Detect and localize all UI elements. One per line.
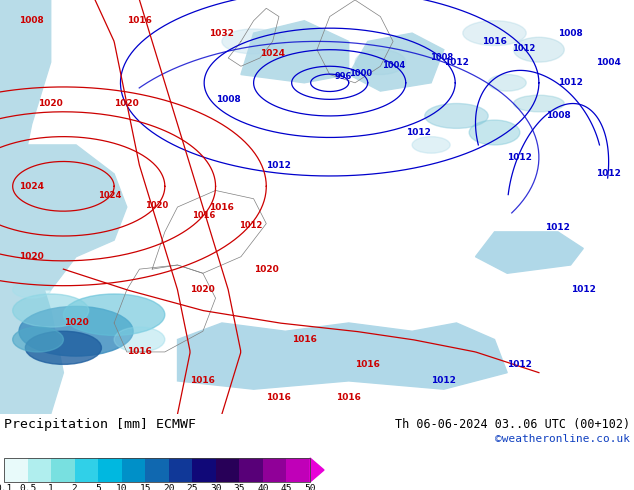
Bar: [75, 458, 98, 482]
Ellipse shape: [514, 95, 564, 112]
Text: 1012: 1012: [238, 220, 262, 229]
Text: 1012: 1012: [431, 376, 456, 386]
Text: 1000: 1000: [349, 69, 372, 77]
Text: 1024: 1024: [98, 192, 122, 200]
Text: 1012: 1012: [558, 78, 583, 87]
Bar: [122, 458, 145, 482]
Text: 40: 40: [257, 484, 269, 490]
Bar: [4, 458, 310, 482]
Text: 1012: 1012: [545, 223, 571, 232]
Bar: [240, 458, 263, 482]
Ellipse shape: [25, 331, 101, 365]
Text: 1012: 1012: [406, 128, 431, 137]
Text: 1: 1: [48, 484, 54, 490]
Polygon shape: [0, 0, 63, 414]
Text: 1020: 1020: [19, 252, 44, 261]
Text: 1012: 1012: [266, 161, 292, 170]
Ellipse shape: [13, 282, 51, 298]
Ellipse shape: [412, 137, 450, 153]
Text: Precipitation [mm] ECMWF: Precipitation [mm] ECMWF: [4, 418, 196, 431]
Text: 1016: 1016: [127, 347, 152, 356]
Text: 1016: 1016: [192, 211, 215, 220]
Text: 20: 20: [163, 484, 174, 490]
Polygon shape: [0, 145, 127, 290]
Text: 1020: 1020: [254, 265, 279, 273]
Text: 1004: 1004: [596, 58, 621, 67]
Polygon shape: [178, 323, 507, 389]
Ellipse shape: [469, 120, 520, 145]
Text: 1012: 1012: [507, 153, 533, 162]
Text: 1020: 1020: [38, 99, 63, 108]
Ellipse shape: [355, 49, 406, 74]
Text: 1016: 1016: [355, 360, 380, 369]
Ellipse shape: [13, 327, 63, 352]
Text: 45: 45: [281, 484, 292, 490]
Text: 1016: 1016: [482, 37, 507, 46]
Bar: [216, 458, 240, 482]
Text: 1020: 1020: [114, 99, 139, 108]
Text: 5: 5: [95, 484, 101, 490]
Bar: [27, 458, 51, 482]
Ellipse shape: [63, 294, 165, 335]
Bar: [287, 458, 310, 482]
Bar: [98, 458, 122, 482]
Text: 1012: 1012: [512, 44, 536, 53]
Text: 0.5: 0.5: [19, 484, 36, 490]
Text: 1020: 1020: [63, 318, 89, 327]
Text: 1012: 1012: [571, 285, 596, 294]
Text: 1008: 1008: [430, 53, 453, 63]
Text: 30: 30: [210, 484, 222, 490]
Text: 1012: 1012: [507, 360, 533, 369]
Text: 1020: 1020: [145, 201, 169, 210]
Text: 10: 10: [116, 484, 127, 490]
Text: 1016: 1016: [292, 335, 317, 344]
Ellipse shape: [514, 37, 564, 62]
Text: 15: 15: [139, 484, 151, 490]
Ellipse shape: [488, 74, 526, 91]
Text: 1016: 1016: [266, 393, 292, 402]
Text: 1008: 1008: [19, 16, 44, 25]
Text: 1024: 1024: [260, 49, 285, 58]
Bar: [145, 458, 169, 482]
Text: 1008: 1008: [216, 95, 241, 104]
Text: Th 06-06-2024 03..06 UTC (00+102): Th 06-06-2024 03..06 UTC (00+102): [395, 418, 630, 431]
Polygon shape: [241, 21, 349, 83]
Ellipse shape: [463, 21, 526, 46]
Ellipse shape: [425, 103, 488, 128]
Text: 996: 996: [335, 72, 352, 81]
Text: 35: 35: [234, 484, 245, 490]
Ellipse shape: [19, 306, 133, 356]
Ellipse shape: [114, 327, 165, 352]
Ellipse shape: [13, 294, 89, 327]
Text: ©weatheronline.co.uk: ©weatheronline.co.uk: [495, 434, 630, 444]
Bar: [51, 458, 75, 482]
Bar: [263, 458, 287, 482]
Polygon shape: [476, 232, 583, 273]
Text: 1012: 1012: [596, 170, 621, 178]
Text: 1016: 1016: [209, 202, 235, 212]
Text: 1016: 1016: [190, 376, 216, 386]
Text: 1032: 1032: [209, 28, 235, 38]
Polygon shape: [349, 33, 444, 91]
Text: 1008: 1008: [545, 111, 571, 121]
Bar: [192, 458, 216, 482]
Text: 1016: 1016: [336, 393, 361, 402]
Bar: [169, 458, 192, 482]
Text: 0.1: 0.1: [0, 484, 13, 490]
Text: 1016: 1016: [127, 16, 152, 25]
Text: 50: 50: [304, 484, 316, 490]
Text: 1024: 1024: [19, 182, 44, 191]
Polygon shape: [310, 458, 324, 482]
Ellipse shape: [222, 29, 285, 54]
Text: 1004: 1004: [382, 61, 406, 70]
Text: 1012: 1012: [444, 58, 469, 67]
Text: 2: 2: [72, 484, 77, 490]
Bar: [4, 458, 27, 482]
Text: 1020: 1020: [190, 285, 216, 294]
Text: 25: 25: [186, 484, 198, 490]
Text: 1008: 1008: [558, 28, 583, 38]
